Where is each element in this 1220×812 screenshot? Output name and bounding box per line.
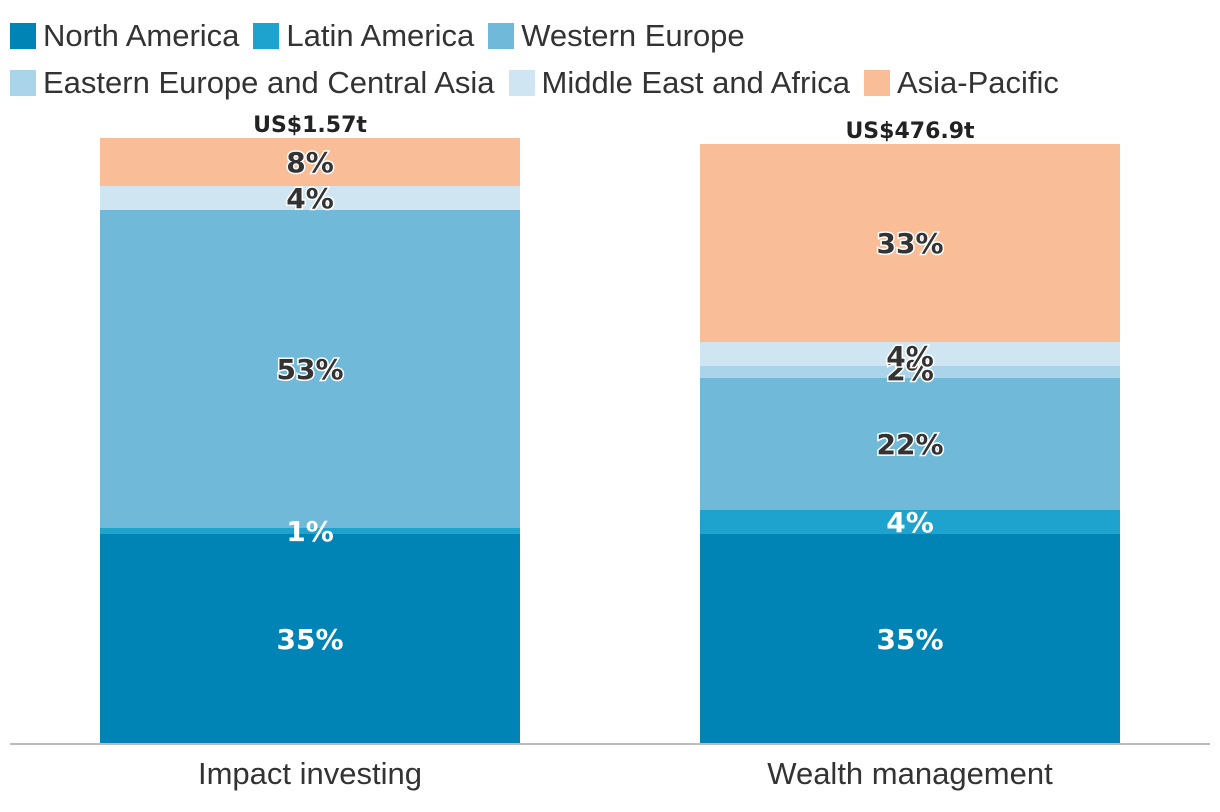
legend-label-middle-east-and-africa: Middle East and Africa [541, 65, 850, 100]
legend: North America Latin America Western Europe… [10, 12, 1210, 106]
legend-item-middle-east-and-africa: Middle East and Africa [508, 59, 850, 106]
category-label-wealth-management: Wealth management [767, 756, 1053, 791]
legend-swatch-latin-america [253, 23, 280, 49]
total-label-wealth-management: US$476.9t [845, 119, 975, 144]
bar-segment-wealth-management-eastern-europe-and-central-asia [700, 366, 1120, 378]
data-label-wealth-management-middle-east-and-africa: 4% [886, 340, 934, 373]
data-label-wealth-management-latin-america: 4% [886, 506, 934, 539]
bar-segment-impact-investing-north-america [100, 534, 520, 744]
data-label-wealth-management-eastern-europe-and-central-asia: 2% [886, 354, 934, 387]
data-label-impact-investing-asia-pacific: 8% [286, 146, 334, 179]
data-label-wealth-management-north-america: 35% [876, 623, 943, 656]
legend-label-western-europe: Western Europe [521, 18, 745, 53]
legend-item-latin-america: Latin America [253, 12, 474, 59]
data-label-impact-investing-western-europe: 53% [276, 353, 343, 386]
category-label-impact-investing: Impact investing [198, 756, 422, 791]
legend-label-north-america: North America [43, 18, 240, 53]
legend-swatch-asia-pacific [863, 70, 890, 96]
bar-segment-wealth-management-north-america [700, 534, 1120, 744]
bar-segment-impact-investing-western-europe [100, 210, 520, 528]
legend-item-north-america: North America [10, 12, 239, 59]
legend-swatch-eastern-europe-and-central-asia [10, 70, 36, 96]
data-label-impact-investing-middle-east-and-africa: 4% [286, 182, 334, 215]
legend-swatch-western-europe [488, 23, 515, 49]
legend-label-eastern-europe-and-central-asia: Eastern Europe and Central Asia [43, 65, 495, 100]
bar-segment-wealth-management-middle-east-and-africa [700, 342, 1120, 366]
legend-item-eastern-europe-and-central-asia: Eastern Europe and Central Asia [10, 59, 495, 106]
bar-segment-wealth-management-western-europe [700, 378, 1120, 510]
bar-segment-impact-investing-latin-america [100, 528, 520, 534]
bar-segment-impact-investing-asia-pacific [100, 138, 520, 186]
legend-label-asia-pacific: Asia-Pacific [896, 65, 1059, 100]
legend-label-latin-america: Latin America [286, 18, 475, 53]
data-label-wealth-management-asia-pacific: 33% [876, 227, 943, 260]
bar-segment-impact-investing-middle-east-and-africa [100, 186, 520, 210]
data-label-impact-investing-latin-america: 1% [286, 515, 334, 548]
legend-item-asia-pacific: Asia-Pacific [863, 59, 1059, 106]
total-label-impact-investing: US$1.57t [253, 113, 367, 138]
bar-segment-wealth-management-latin-america [700, 510, 1120, 534]
data-label-wealth-management-western-europe: 22% [876, 428, 943, 461]
data-label-impact-investing-north-america: 35% [276, 623, 343, 656]
legend-swatch-north-america [10, 23, 36, 49]
bar-segment-wealth-management-asia-pacific [700, 144, 1120, 342]
legend-item-western-europe: Western Europe [488, 12, 745, 59]
legend-swatch-middle-east-and-africa [508, 70, 535, 96]
